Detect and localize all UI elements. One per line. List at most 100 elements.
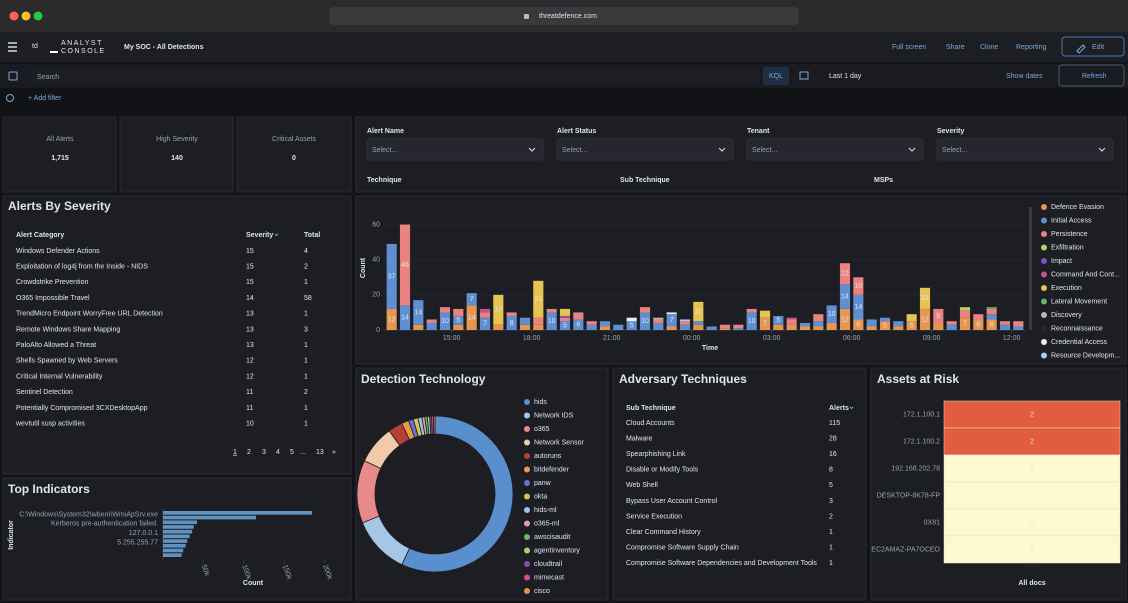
bar [163, 553, 182, 557]
legend-label[interactable]: Reconnaissance [1051, 325, 1103, 332]
legend-label[interactable]: awscisaudit [534, 534, 570, 541]
bar-segment [586, 321, 597, 325]
legend-swatch [524, 493, 530, 500]
bar-segment [399, 224, 411, 306]
legend-label[interactable]: Network IDS [534, 412, 574, 419]
edit-button-label[interactable]: Edit [1092, 44, 1104, 51]
legend-label[interactable]: cisco [534, 588, 550, 595]
x-tick-label: 15:00 [443, 335, 461, 342]
bar-segment [626, 321, 637, 330]
bar-label: 6 [576, 322, 580, 329]
bar-segment [773, 324, 784, 330]
header-link[interactable]: Share [946, 44, 965, 51]
header-link[interactable]: Full screen [892, 44, 926, 51]
y-tick-label: DESKTOP-8K78-FP [877, 492, 941, 499]
legend-label[interactable]: Exfiltration [1051, 244, 1084, 251]
legend-label[interactable]: hids [534, 399, 547, 406]
y-tick-label: 127.0.0.1 [129, 530, 158, 537]
legend-label[interactable]: o365 [534, 426, 550, 433]
legend-label[interactable]: Credential Access [1051, 339, 1108, 346]
refresh-button-label[interactable]: Refresh [1082, 73, 1107, 80]
table-cell: 115 [829, 420, 840, 427]
table-cell: 1 [829, 545, 833, 552]
select-box [366, 138, 544, 161]
y-tick-label: 40 [372, 257, 380, 264]
bar-label: 17 [494, 307, 502, 314]
bar-segment [853, 277, 864, 295]
scrollbar [1029, 207, 1032, 330]
bar-segment [386, 243, 397, 309]
kql-button-label[interactable]: KQL [769, 73, 783, 80]
page-link[interactable]: 2 [247, 449, 251, 456]
show-dates[interactable]: Show dates [1006, 73, 1043, 80]
table-cell: Web Shell [626, 482, 658, 489]
page-link[interactable]: 5 [290, 449, 294, 456]
legend-label[interactable]: Discovery [1051, 312, 1082, 319]
legend-label[interactable]: o365-ml [534, 520, 560, 527]
table-cell: wevtutil susp activities [15, 421, 85, 428]
legend-label[interactable]: Defence Evasion [1051, 204, 1104, 211]
bar-segment [546, 308, 557, 313]
cell-label: 1 [1030, 546, 1034, 553]
x-tick-label: 50k [200, 564, 211, 577]
time-range[interactable]: Last 1 day [829, 73, 862, 80]
bar-segment [413, 300, 424, 325]
legend-label[interactable]: Resource Developm... [1051, 352, 1120, 359]
panel [236, 116, 352, 193]
page-link[interactable]: 1 [233, 449, 237, 456]
bar-segment [786, 324, 797, 330]
table-header[interactable]: Severity [246, 232, 273, 239]
bar-label: 14 [468, 315, 476, 322]
window-button[interactable] [33, 11, 43, 21]
legend-label[interactable]: okta [534, 493, 547, 500]
table-header[interactable]: Alerts [829, 405, 849, 412]
legend-label[interactable]: mimecast [534, 574, 564, 581]
legend-label[interactable]: bitdefender [534, 466, 570, 473]
select-placeholder[interactable]: Select... [942, 147, 967, 154]
page-link[interactable]: 3 [262, 449, 266, 456]
bar-segment [639, 312, 651, 330]
legend-label[interactable]: Initial Access [1051, 217, 1092, 224]
legend-label[interactable]: autoruns [534, 453, 562, 460]
table-cell: 1 [304, 279, 308, 286]
page-link[interactable]: 13 [316, 449, 324, 456]
bar-segment [453, 308, 464, 316]
bar-label: 46 [401, 262, 409, 269]
legend-label[interactable]: panw [534, 480, 552, 487]
table-cell: 12 [246, 358, 254, 365]
window-button[interactable] [9, 11, 19, 21]
legend-label[interactable]: Impact [1051, 258, 1072, 265]
bar-segment [719, 328, 731, 330]
select-placeholder[interactable]: Select... [752, 147, 777, 154]
legend-swatch [1041, 339, 1047, 345]
select-placeholder[interactable]: Select... [372, 147, 397, 154]
legend-label[interactable]: hids-ml [534, 507, 557, 514]
legend-label[interactable]: Network Sensor [534, 439, 584, 446]
legend-label[interactable]: Command And Cont... [1051, 271, 1120, 278]
bar-label: 6 [976, 322, 980, 329]
x-tick-label: 150k [281, 564, 293, 581]
legend-label[interactable]: Persistence [1051, 231, 1088, 238]
table-cell: 13 [246, 342, 254, 349]
select-placeholder[interactable]: Select... [562, 147, 587, 154]
logo-text: ANALYST [61, 40, 103, 47]
bar-label: 5 [910, 322, 914, 329]
search-input[interactable]: Search [37, 74, 59, 81]
bar-segment [973, 314, 984, 320]
bar-segment [533, 317, 544, 325]
header-link[interactable]: Reporting [1016, 44, 1046, 51]
add-filter[interactable]: + Add filter [28, 95, 62, 102]
legend-label[interactable]: Lateral Movement [1051, 298, 1107, 305]
legend-label[interactable]: cloudtrail [534, 561, 562, 568]
legend-label[interactable]: agentinventory [534, 547, 580, 554]
window-button[interactable] [21, 11, 31, 21]
bar-segment [933, 322, 944, 330]
header-link[interactable]: Clone [980, 44, 998, 51]
page-link[interactable]: ... [300, 449, 306, 456]
page-link[interactable]: 4 [276, 449, 280, 456]
bar-segment [733, 328, 744, 330]
edit-icon [1076, 44, 1086, 54]
legend-label[interactable]: Execution [1051, 285, 1082, 292]
page-link[interactable]: » [332, 449, 336, 456]
legend-swatch [1041, 325, 1047, 332]
